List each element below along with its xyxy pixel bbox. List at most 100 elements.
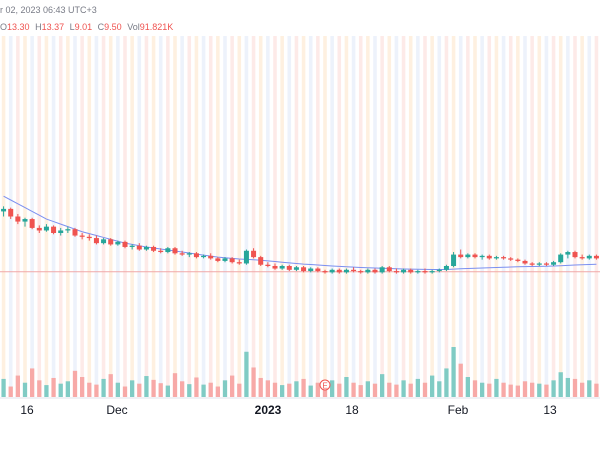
candle[interactable] (343, 268, 349, 274)
candle[interactable] (108, 238, 114, 246)
candle[interactable] (293, 266, 299, 272)
candle[interactable] (243, 249, 249, 265)
candle[interactable] (265, 262, 271, 268)
candle[interactable] (365, 268, 371, 274)
candle[interactable] (465, 253, 471, 259)
candle[interactable] (443, 264, 449, 272)
candle[interactable] (1, 206, 7, 217)
candle[interactable] (415, 269, 421, 274)
session-stripe (87, 36, 92, 397)
candle-body (279, 266, 285, 269)
candle[interactable] (22, 217, 28, 227)
candle-body (536, 263, 542, 265)
candle[interactable] (165, 246, 171, 254)
candle[interactable] (86, 234, 92, 241)
candle[interactable] (122, 240, 128, 249)
candle[interactable] (593, 254, 599, 260)
candle[interactable] (522, 259, 528, 265)
candle[interactable] (543, 262, 549, 266)
candle[interactable] (515, 258, 521, 263)
candle[interactable] (215, 257, 221, 263)
candle[interactable] (279, 264, 285, 270)
volume-bar (1, 378, 6, 397)
candle[interactable] (129, 244, 135, 250)
candle[interactable] (386, 266, 392, 273)
earnings-marker[interactable]: E (319, 379, 331, 391)
candle[interactable] (579, 254, 585, 260)
candle[interactable] (372, 268, 378, 274)
candle[interactable] (451, 252, 457, 268)
candle[interactable] (179, 250, 185, 256)
volume-bar (351, 382, 356, 397)
candle[interactable] (536, 262, 542, 266)
candle[interactable] (322, 269, 328, 274)
candle[interactable] (272, 263, 278, 270)
candle[interactable] (29, 217, 35, 230)
candle-body (401, 269, 407, 273)
candle[interactable] (8, 207, 14, 220)
candle[interactable] (301, 266, 307, 273)
candle[interactable] (565, 250, 571, 259)
candle[interactable] (258, 255, 264, 266)
candle[interactable] (15, 213, 21, 225)
candle[interactable] (58, 227, 64, 236)
candle[interactable] (308, 267, 314, 273)
volume-bar (8, 386, 13, 397)
candle[interactable] (201, 254, 207, 259)
candle[interactable] (486, 254, 492, 260)
candle[interactable] (436, 268, 442, 273)
candle[interactable] (79, 233, 85, 240)
candle[interactable] (72, 227, 78, 237)
candle[interactable] (393, 268, 399, 274)
candle[interactable] (572, 250, 578, 259)
candle[interactable] (158, 248, 164, 254)
candle[interactable] (251, 248, 257, 259)
candle[interactable] (472, 253, 478, 259)
candle[interactable] (479, 254, 485, 260)
candle[interactable] (208, 253, 214, 260)
candle[interactable] (186, 252, 192, 258)
candle[interactable] (501, 255, 507, 260)
candle[interactable] (93, 235, 99, 245)
candle[interactable] (229, 257, 235, 264)
candle[interactable] (329, 268, 335, 274)
session-stripe (516, 36, 520, 397)
candle[interactable] (136, 243, 142, 251)
candle[interactable] (65, 226, 71, 233)
candle[interactable] (458, 249, 464, 259)
candle[interactable] (286, 264, 292, 272)
candle[interactable] (51, 225, 57, 235)
candle[interactable] (222, 257, 228, 263)
volume-bar (301, 378, 306, 397)
candle[interactable] (586, 254, 592, 260)
candle-body (236, 262, 242, 264)
candle[interactable] (358, 269, 364, 274)
candle[interactable] (172, 246, 178, 255)
candle[interactable] (151, 245, 157, 253)
candle[interactable] (401, 268, 407, 274)
candle[interactable] (558, 253, 564, 264)
candle[interactable] (315, 267, 321, 273)
candle[interactable] (493, 255, 499, 260)
candle[interactable] (236, 259, 242, 265)
candle[interactable] (551, 260, 557, 266)
candle[interactable] (529, 262, 535, 266)
candle[interactable] (115, 240, 121, 246)
candle[interactable] (36, 225, 42, 233)
candle[interactable] (508, 257, 514, 261)
candle[interactable] (422, 268, 428, 274)
candle[interactable] (379, 266, 385, 274)
candle[interactable] (351, 267, 357, 273)
candle[interactable] (143, 245, 149, 251)
candle[interactable] (336, 268, 342, 274)
candle[interactable] (43, 224, 49, 232)
session-stripe (80, 36, 84, 397)
candle[interactable] (429, 269, 435, 274)
candle[interactable] (101, 238, 107, 245)
volume-bar (294, 381, 299, 397)
candle[interactable] (408, 268, 414, 274)
candle-body (315, 268, 321, 272)
candle[interactable] (193, 252, 199, 259)
